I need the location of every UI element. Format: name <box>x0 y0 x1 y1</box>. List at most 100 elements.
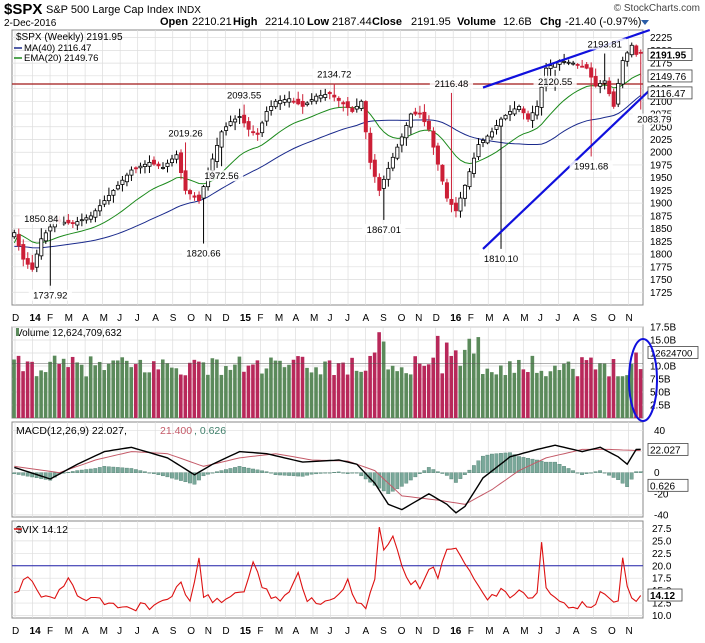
volume-bar <box>264 368 269 418</box>
macd-histogram-bar <box>282 472 287 476</box>
candle-body <box>620 60 625 85</box>
time-label: A <box>573 313 580 324</box>
volume-bar <box>413 356 417 418</box>
time-label-bottom: M <box>275 626 283 637</box>
date-label: 2-Dec-2016 <box>4 18 57 29</box>
macd-histogram-bar <box>453 472 458 483</box>
time-label: M <box>485 313 493 324</box>
volume-bar <box>52 355 57 418</box>
macd-legend-hist: , 0.626 <box>194 425 226 437</box>
macd-histogram-bar <box>300 472 305 477</box>
candle-body <box>440 164 445 182</box>
volume-bar <box>138 359 143 418</box>
macd-histogram-bar <box>408 472 413 481</box>
volume-bar <box>548 371 553 418</box>
time-label-bottom: F <box>47 626 53 637</box>
price-annotation: 2120.55 <box>538 77 572 88</box>
time-label: D <box>12 313 19 324</box>
candle-body <box>300 101 305 107</box>
candle-body <box>503 114 508 120</box>
macd-histogram-bar <box>269 472 273 474</box>
macd-histogram-bar <box>607 472 611 476</box>
macd-histogram-bar <box>318 472 323 474</box>
candle-body <box>395 146 400 159</box>
volume-bar <box>332 375 336 418</box>
price-annotation: 2193.81 <box>588 40 622 51</box>
candle-body <box>517 105 522 110</box>
candle-body <box>246 121 251 130</box>
candle-body <box>404 125 409 139</box>
volume-bar <box>431 357 436 418</box>
volume-bar <box>201 362 206 418</box>
macd-histogram-bar <box>440 472 445 474</box>
candle-body <box>449 198 454 205</box>
macd-histogram-bar <box>390 472 395 492</box>
time-label-bottom: 16 <box>450 626 462 637</box>
macd-histogram-bar <box>260 470 264 473</box>
volume-bar <box>237 356 242 418</box>
candle-body <box>129 169 134 176</box>
vix-tick-label: 10.0 <box>652 611 672 622</box>
volume-bar <box>102 370 106 418</box>
candle-body <box>458 197 463 212</box>
candle-body <box>354 105 359 110</box>
candle-body <box>526 113 531 120</box>
time-label: N <box>415 313 422 324</box>
time-label: J <box>555 313 560 324</box>
macd-histogram-bar <box>494 453 499 473</box>
candle-body <box>390 156 395 169</box>
macd-histogram-bar <box>142 471 147 473</box>
candle-body <box>278 100 283 105</box>
volume-bar <box>629 364 634 418</box>
macd-histogram-bar <box>336 471 341 473</box>
candle-body <box>179 152 184 173</box>
candle-body <box>305 102 310 106</box>
time-label: J <box>135 313 140 324</box>
macd-histogram-bar <box>179 472 183 481</box>
vix-tick-label: 22.5 <box>652 549 672 560</box>
macd-histogram-bar <box>462 472 467 475</box>
volume-bar <box>449 355 454 418</box>
volume-bar <box>111 360 116 418</box>
volume-bar <box>453 350 458 418</box>
time-label: J <box>117 313 122 324</box>
macd-histogram-bar <box>291 472 296 477</box>
time-label-bottom: S <box>170 626 177 637</box>
candle-body <box>426 120 431 130</box>
time-label-bottom: N <box>625 626 632 637</box>
time-label: N <box>625 313 632 324</box>
volume-bar <box>260 373 264 418</box>
price-value-label: 2149.76 <box>650 72 687 83</box>
volume-bar <box>593 369 598 418</box>
volume-tick-label: 7.5B <box>650 375 671 386</box>
volume-bar <box>584 360 589 418</box>
macd-histogram-bar <box>566 468 571 473</box>
volume-bar <box>215 359 219 418</box>
macd-histogram-bar <box>242 467 246 473</box>
price-tick-label: 1925 <box>650 186 673 197</box>
time-label: M <box>520 313 528 324</box>
macd-histogram-bar <box>521 457 526 473</box>
volume-bar <box>273 360 278 418</box>
time-label: J <box>328 313 333 324</box>
candle-body <box>467 171 472 188</box>
time-label: M <box>310 313 318 324</box>
volume-bar <box>233 364 237 418</box>
macd-histogram-bar <box>350 472 355 474</box>
candle-body <box>282 99 287 103</box>
volume-bar <box>219 374 224 418</box>
candle-body <box>444 182 449 199</box>
macd-histogram-bar <box>273 472 278 475</box>
macd-value-box <box>647 478 689 492</box>
time-label-bottom: J <box>538 626 543 637</box>
header-value-high: 2214.10 <box>265 16 305 28</box>
macd-histogram-bar <box>557 464 562 473</box>
time-label-bottom: 14 <box>30 626 42 637</box>
time-label: F <box>468 313 474 324</box>
time-label-bottom: D <box>222 626 229 637</box>
price-annotation: 1972.56 <box>204 171 238 182</box>
time-label-bottom: N <box>205 626 212 637</box>
volume-bar <box>530 355 535 418</box>
price-legend: $SPX (Weekly) 2191.95 <box>16 32 123 43</box>
macd-histogram-bar <box>444 472 449 476</box>
